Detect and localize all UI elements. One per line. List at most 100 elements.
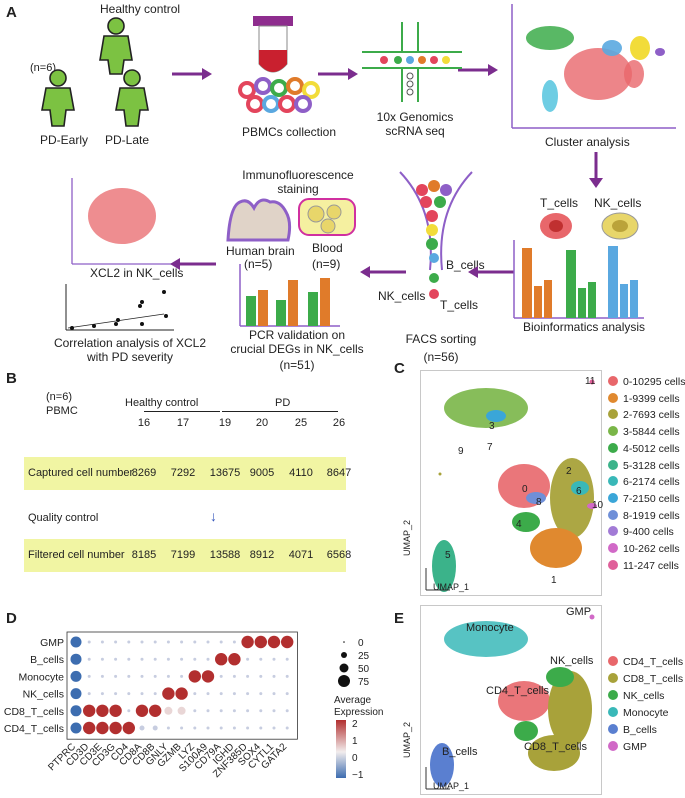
n5-label: (n=5) [244,257,273,271]
pd-underline [222,411,338,412]
dot [206,709,210,713]
celltype-legend-item: B_cells [608,724,657,736]
dot [96,721,109,735]
cluster-label: 6 [576,486,582,497]
arrow-right-2 [318,68,358,80]
cluster-legend-item: 5-3128 cells [608,459,680,472]
dot [206,657,210,661]
filtered-value: 13588 [209,549,241,561]
dot [193,657,197,661]
blood-label: Blood [312,241,343,255]
dot [281,635,294,649]
dot [219,726,223,730]
celltype-legend-item: GMP [608,741,647,753]
legend-dot [608,392,618,403]
dot [188,670,201,683]
dot [140,657,144,661]
legend-text: 2-7693 cells [623,409,680,422]
dot [109,721,122,735]
dot [228,653,241,666]
captured-value: 9005 [249,467,275,479]
dot [193,726,197,730]
pbmcs-collection-label: PBMCs collection [242,125,337,139]
dot [83,721,96,735]
dot [70,688,82,700]
sample-id: 16 [137,417,151,429]
cluster-legend-item: 7-2150 cells [608,492,680,505]
e-nk-cells-label: NK_cells [550,655,594,667]
cluster-legend-item: 8-1919 cells [608,509,680,522]
dot [241,635,254,649]
b-healthy-control-label: Healthy control [125,397,199,409]
legend-text: Monocyte [623,707,669,719]
legend-dot [608,492,618,503]
legend-dot [608,690,618,700]
xcl2-nk-label: XCL2 in NK_cells [90,266,184,280]
sample-id: 19 [218,417,232,429]
legend-dot [608,509,618,520]
dot [127,674,131,678]
n6-label: (n=6) [30,62,56,74]
filtered-value: 7199 [170,549,196,561]
dot [246,657,250,661]
arrow-left-3 [468,266,514,278]
arrow-right-1 [172,68,212,80]
cluster-legend-item: 1-9399 cells [608,392,680,405]
dot [70,722,82,734]
dot [232,674,236,678]
dot [100,640,104,644]
dot [259,657,263,661]
expr-legend-title1: Average [334,695,372,706]
dot [285,674,289,678]
dot [272,674,276,678]
people-icon [41,17,149,127]
dot [70,670,82,682]
legend-dot [608,526,618,537]
legend-text: 1-9399 cells [623,392,680,405]
captured-value: 13675 [209,467,241,479]
cluster-label: 10 [592,500,604,511]
size-legend-label: 0 [358,638,364,649]
legend-dot [608,707,618,717]
cluster-label: 5 [445,550,451,561]
filtered-value: 6568 [326,549,352,561]
filtered-row [24,539,346,572]
dot [140,640,144,644]
dot [135,704,149,717]
e-gmp-label: GMP [566,606,592,618]
legend-text: NK_cells [623,690,665,702]
dot [87,692,91,696]
cluster-analysis-label: Cluster analysis [545,135,630,149]
dot [285,692,289,696]
dot [246,692,250,696]
e-b-cells-label: B_cells [442,746,478,758]
dot [180,674,184,678]
dot [232,640,236,644]
correlation-plot [65,284,174,331]
cluster-label: 0 [522,484,528,495]
legend-text: 11-247 cells [623,559,679,572]
legend-dot [608,559,618,570]
legend-dot [608,459,618,470]
human-brain-label: Human brain [226,244,295,258]
legend-text: B_cells [623,724,657,736]
legend-text: 4-5012 cells [623,442,680,455]
dotplot-frame [66,631,298,740]
dot [100,674,104,678]
legend-text: GMP [623,741,647,753]
blood-cells-icon [298,198,356,236]
facs-funnel-icon [399,171,473,299]
legend-dot [608,673,618,683]
dot [193,692,197,696]
dot [215,653,228,666]
legend-dot [608,376,618,386]
legend-text: CD8_T_cells [623,673,684,685]
captured-value: 4110 [289,467,313,479]
sample-id: 17 [176,417,190,429]
dot [166,726,170,730]
filtered-label: Filtered cell number [28,549,125,561]
t-nk-cells-icon [540,212,639,240]
legend-text: 7-2150 cells [623,492,680,505]
dot [272,692,276,696]
dot [267,635,281,649]
